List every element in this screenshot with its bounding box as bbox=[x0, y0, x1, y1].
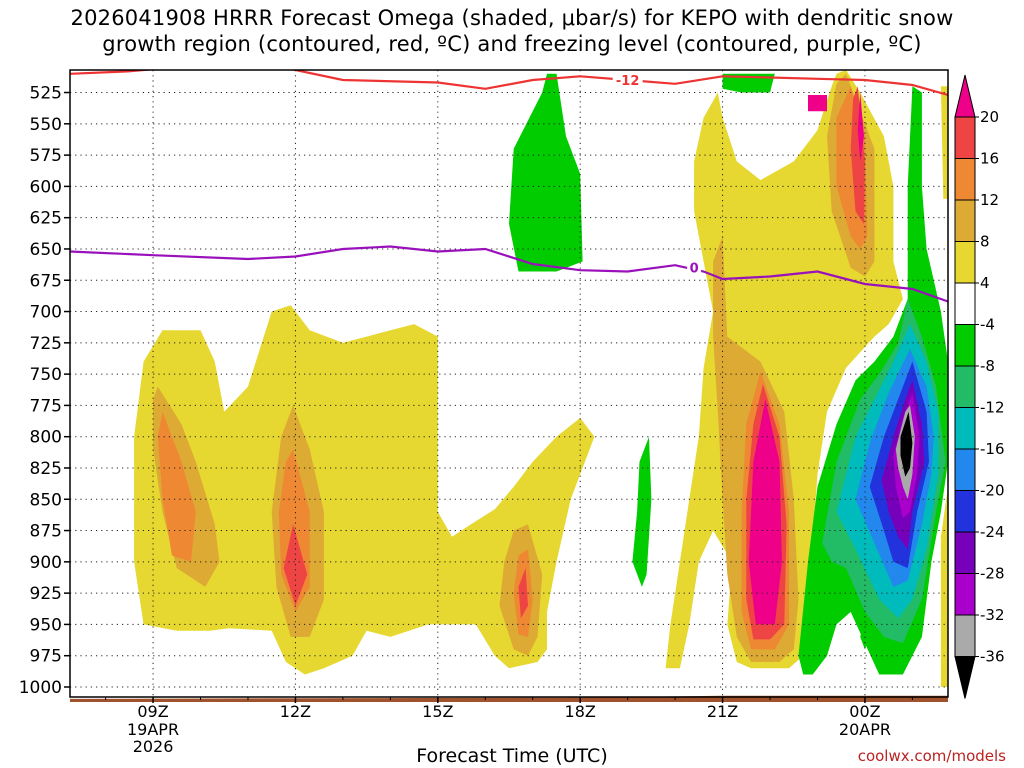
omega-region-up16-17 bbox=[850, 86, 865, 224]
colorbar-segment-12 bbox=[954, 573, 976, 616]
y-tick-label-850: 850 bbox=[30, 490, 62, 510]
y-tick-label-725: 725 bbox=[30, 334, 62, 354]
colorbar-label--28: -28 bbox=[980, 565, 1005, 583]
x-tick-label-15Z: 15Z bbox=[422, 702, 453, 721]
omega-region-dn4-23 bbox=[722, 73, 775, 93]
omega-region-up4-2 bbox=[940, 86, 948, 199]
colorbar-label--12: -12 bbox=[980, 399, 1005, 417]
gridlines bbox=[70, 70, 948, 697]
chart-title-line1: 2026041908 HRRR Forecast Omega (shaded, … bbox=[70, 6, 954, 30]
colorbar-segment-4 bbox=[954, 241, 976, 284]
omega-region-up4-0 bbox=[134, 305, 595, 675]
y-tick-label-1000: 1000 bbox=[19, 678, 62, 698]
colorbar-segment-7 bbox=[954, 365, 976, 408]
contour-line-dgz bbox=[70, 70, 948, 97]
omega-region-dn4-21 bbox=[509, 73, 583, 272]
colorbar-segment-9 bbox=[954, 448, 976, 491]
colorbar-label--4: -4 bbox=[980, 316, 995, 334]
colorbar-segment-8 bbox=[954, 407, 976, 450]
contour-layer: -12 0 bbox=[70, 70, 948, 303]
colorbar-segment-2 bbox=[954, 158, 976, 201]
omega-region-dn4-22 bbox=[632, 436, 652, 587]
y-tick-label-750: 750 bbox=[30, 365, 62, 385]
y-tick-label-575: 575 bbox=[30, 146, 62, 166]
plot-border bbox=[69, 69, 949, 698]
y-tick-label-650: 650 bbox=[30, 240, 62, 260]
chart-title-line2: growth region (contoured, red, ºC) and f… bbox=[102, 32, 922, 56]
y-tick-label-625: 625 bbox=[30, 209, 62, 229]
y-tick-label-600: 600 bbox=[30, 177, 62, 197]
y-tick-label-700: 700 bbox=[30, 303, 62, 323]
colorbar-segment-3 bbox=[954, 199, 976, 242]
omega-region-up20-18 bbox=[748, 399, 782, 625]
colorbar-label-8: 8 bbox=[980, 233, 990, 251]
y-axis: 525 550 575 600 625 650 675 700 725 750 775 800 825 8… bbox=[19, 84, 70, 698]
colorbar-segment-13 bbox=[954, 614, 976, 657]
contour-line-freezing-level bbox=[70, 245, 948, 303]
omega-region-dn36-33 bbox=[900, 411, 913, 477]
x-tick-label-18Z: 18Z bbox=[565, 702, 596, 721]
y-tick-label-875: 875 bbox=[30, 522, 62, 542]
y-tick-label-525: 525 bbox=[30, 84, 62, 104]
x-tick-label-12Z: 12Z bbox=[280, 702, 311, 721]
x-tick-label-09Z: 09Z bbox=[137, 702, 168, 721]
contour-label-freezing: 0 bbox=[690, 262, 699, 277]
colorbar-segment-top bbox=[954, 74, 976, 118]
contour-label-bg bbox=[687, 259, 702, 275]
plot-frame bbox=[69, 69, 949, 698]
colorbar-label-12: 12 bbox=[980, 191, 999, 209]
x-tick-sublabel-19APR: 19APR bbox=[127, 720, 179, 739]
colorbar-label-20: 20 bbox=[980, 108, 999, 126]
colorbar-segment-6 bbox=[954, 324, 976, 367]
omega-region-dn4-25 bbox=[860, 618, 870, 650]
colorbar-label--8: -8 bbox=[980, 357, 995, 375]
colorbar: 20 16 12 8 4 -4 -8 -12 -16 -20 -24 -28 -32 -36 bbox=[954, 74, 1005, 699]
colorbar-label--20: -20 bbox=[980, 482, 1005, 500]
contour-label-dgz: -12 bbox=[616, 74, 640, 89]
y-tick-label-550: 550 bbox=[30, 115, 62, 135]
omega-region-up20-19 bbox=[857, 92, 864, 162]
site-credit: coolwx.com/models bbox=[857, 747, 1006, 765]
y-tick-label-900: 900 bbox=[30, 553, 62, 573]
colorbar-segment-1 bbox=[954, 116, 976, 159]
omega-region-up12-9 bbox=[157, 411, 196, 562]
colorbar-label-4: 4 bbox=[980, 274, 990, 292]
colorbar-label--32: -32 bbox=[980, 606, 1005, 624]
x-tick-label-00Z: 00Z bbox=[849, 702, 880, 721]
y-tick-label-775: 775 bbox=[30, 396, 62, 416]
colorbar-segment-5 bbox=[954, 282, 976, 325]
colorbar-segment-10 bbox=[954, 490, 976, 533]
x-axis-title: Forecast Time (UTC) bbox=[416, 745, 608, 767]
y-tick-label-975: 975 bbox=[30, 647, 62, 667]
colorbar-label-16: 16 bbox=[980, 150, 999, 168]
colorbar-segment-11 bbox=[954, 531, 976, 574]
x-tick-sublabel-20APR: 20APR bbox=[839, 720, 891, 739]
y-tick-label-950: 950 bbox=[30, 615, 62, 635]
x-tick-sublabel-2026: 2026 bbox=[133, 737, 174, 756]
colorbar-label--24: -24 bbox=[980, 523, 1005, 541]
omega-shading-layer bbox=[134, 70, 948, 687]
y-tick-label-925: 925 bbox=[30, 584, 62, 604]
y-tick-label-800: 800 bbox=[30, 428, 62, 448]
omega-region-up4-3 bbox=[940, 486, 948, 687]
omega-region-up20-20 bbox=[808, 95, 827, 112]
colorbar-label--16: -16 bbox=[980, 440, 1005, 458]
y-tick-label-675: 675 bbox=[30, 271, 62, 291]
colorbar-segment-bottom bbox=[954, 656, 976, 699]
colorbar-label--36: -36 bbox=[980, 648, 1005, 666]
x-tick-label-21Z: 21Z bbox=[707, 702, 738, 721]
contour-label-bg bbox=[612, 72, 643, 88]
y-tick-label-825: 825 bbox=[30, 459, 62, 479]
